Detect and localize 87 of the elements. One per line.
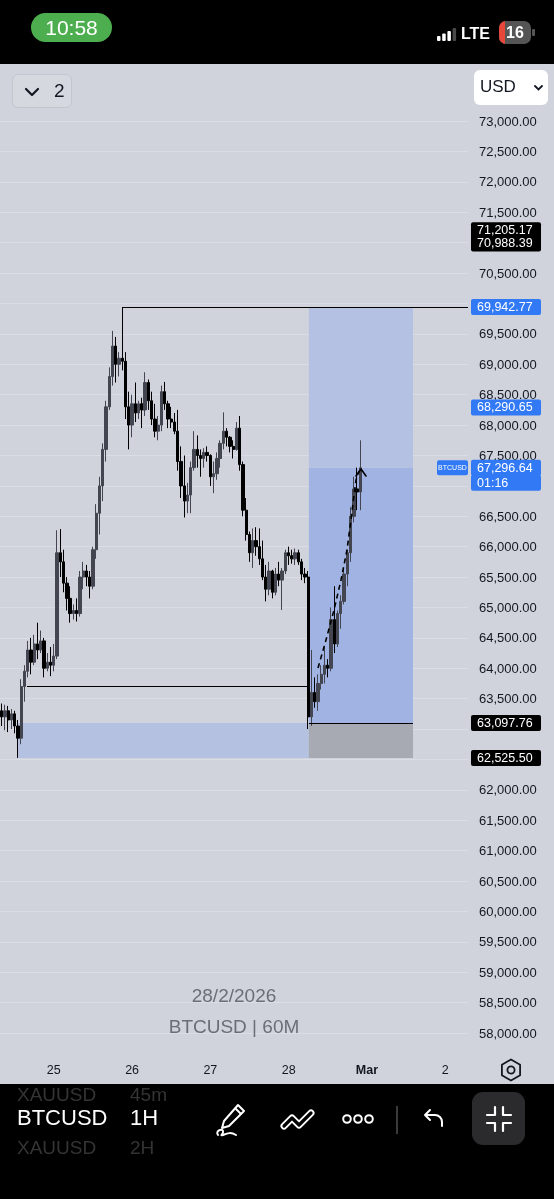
currency-dropdown: USD	[474, 70, 548, 105]
text: BTCUSD	[17, 1105, 108, 1131]
ref-line-label: 69,942.77	[477, 299, 533, 314]
candlestick	[271, 569, 274, 599]
text: 67,296.64	[477, 460, 533, 475]
text: 70,988.39	[477, 236, 533, 251]
candlestick	[137, 400, 140, 420]
candlestick	[313, 676, 316, 709]
candlestick	[287, 546, 290, 566]
candlestick	[0, 703, 3, 727]
candlestick	[333, 585, 336, 654]
candlestick	[49, 646, 52, 677]
text: LTE	[461, 24, 491, 44]
y-tick-label: 73,000.00	[479, 113, 537, 129]
candlestick	[7, 705, 10, 733]
text: 63,097.76	[477, 716, 533, 731]
candlestick	[290, 549, 294, 565]
y-tick-label: 59,500.00	[479, 934, 537, 950]
candlestick	[140, 397, 144, 429]
y-tick-label: 64,500.00	[479, 630, 537, 646]
y-tick-label: 71,500.00	[479, 204, 537, 220]
x-tick-label: 27	[203, 1062, 218, 1077]
candlestick	[42, 637, 46, 678]
candlestick	[232, 439, 235, 460]
y-tick-label: 65,000.00	[479, 599, 537, 615]
x-tick-label: 28	[281, 1062, 296, 1077]
text: 28/2/2026	[191, 984, 277, 1006]
candlestick	[134, 382, 137, 423]
candlestick	[251, 527, 254, 569]
clock-pill: 10:58	[31, 13, 112, 42]
candlestick	[29, 637, 33, 675]
candlestick	[36, 622, 39, 660]
annotation: 2	[54, 80, 65, 102]
y-tick-label: 58,000.00	[479, 1025, 537, 1041]
text: 01:16	[477, 475, 509, 490]
text: 62,525.50	[477, 750, 533, 765]
y-tick-label: 72,500.00	[479, 144, 537, 160]
candlestick	[33, 634, 36, 666]
y-tick-label: 61,000.00	[479, 843, 537, 859]
text: BTCUSD | 60M	[168, 1015, 300, 1037]
candlestick	[235, 421, 238, 452]
y-tick-label: 60,500.00	[479, 873, 537, 889]
y-tick-label: 68,000.00	[479, 417, 537, 433]
candlestick	[10, 708, 13, 730]
y-tick-label: 58,500.00	[479, 995, 537, 1011]
x-tick-label: 26	[125, 1062, 140, 1077]
y-tick-label: 59,000.00	[479, 964, 537, 980]
candlestick	[274, 567, 277, 596]
candlestick	[326, 658, 329, 678]
y-tick-label: 70,500.00	[479, 265, 537, 281]
toggle-button: 2	[12, 74, 72, 108]
candlestick	[75, 597, 78, 622]
candlestick	[329, 606, 333, 672]
y-tick-label: 67,500.00	[479, 447, 537, 463]
candlestick	[39, 630, 42, 654]
y-tick-label: 66,000.00	[479, 539, 537, 555]
candlestick	[46, 652, 49, 672]
y-tick-label: 65,500.00	[479, 569, 537, 585]
x-tick-label: Mar	[355, 1062, 379, 1077]
candlestick	[355, 467, 359, 511]
y-tick-label: 68,500.00	[479, 387, 537, 403]
y-tick-label: 69,000.00	[479, 356, 537, 372]
y-tick-label: 63,500.00	[479, 691, 537, 707]
candlestick	[72, 603, 75, 621]
candlestick	[130, 394, 134, 438]
y-tick-label: 62,000.00	[479, 782, 537, 798]
y-tick-label: 66,500.00	[479, 508, 537, 524]
candlestick	[267, 561, 271, 596]
y-tick-label: 72,000.00	[479, 174, 537, 190]
y-tick-label: 60,000.00	[479, 903, 537, 919]
x-tick-label: 2	[441, 1062, 449, 1077]
candlestick	[293, 548, 297, 566]
text: 68,290.65	[477, 400, 533, 415]
candlestick	[359, 439, 362, 511]
candlestick	[117, 351, 121, 377]
candlestick	[310, 649, 313, 727]
candlestick	[202, 447, 205, 469]
candlestick	[114, 336, 117, 384]
y-tick-label: 69,500.00	[479, 326, 537, 342]
candlestick	[3, 704, 7, 731]
text: 1H	[130, 1105, 159, 1131]
x-tick-label: 25	[46, 1062, 61, 1077]
y-tick-label: 61,500.00	[479, 812, 537, 828]
candlestick	[143, 371, 147, 417]
text: 71,205.17	[477, 223, 533, 238]
y-tick-label: 64,000.00	[479, 660, 537, 676]
candlestick	[277, 561, 280, 587]
